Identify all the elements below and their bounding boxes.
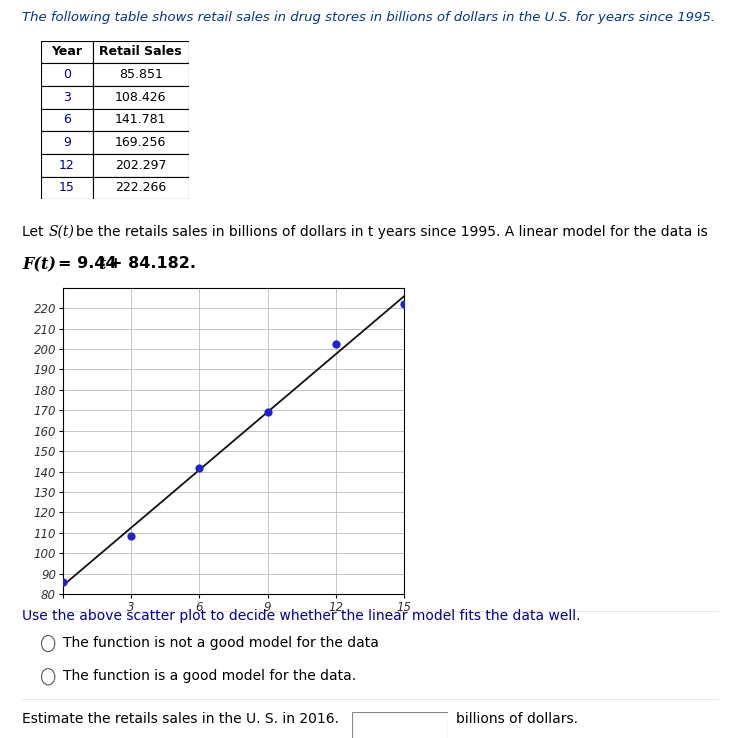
Text: 15: 15 bbox=[59, 182, 75, 194]
Text: 222.266: 222.266 bbox=[115, 182, 167, 194]
Text: The function is not a good model for the data: The function is not a good model for the… bbox=[63, 636, 379, 650]
Bar bbox=[41, 63, 93, 86]
Text: 12: 12 bbox=[59, 159, 75, 172]
Text: 169.256: 169.256 bbox=[115, 136, 167, 149]
Bar bbox=[93, 154, 189, 176]
Text: be the retails sales in billions of dollars in t years since 1995. A linear mode: be the retails sales in billions of doll… bbox=[76, 225, 708, 239]
Text: 108.426: 108.426 bbox=[115, 91, 167, 104]
Text: 141.781: 141.781 bbox=[115, 114, 167, 126]
Text: 202.297: 202.297 bbox=[115, 159, 167, 172]
Point bbox=[330, 339, 342, 351]
Bar bbox=[41, 131, 93, 154]
Bar bbox=[93, 131, 189, 154]
Bar bbox=[41, 86, 93, 108]
Text: Retail Sales: Retail Sales bbox=[99, 46, 182, 58]
Text: 9: 9 bbox=[63, 136, 70, 149]
Bar bbox=[41, 108, 93, 131]
Text: + 84.182.: + 84.182. bbox=[109, 256, 196, 271]
Text: 6: 6 bbox=[63, 114, 70, 126]
Text: Year: Year bbox=[51, 46, 82, 58]
Text: Use the above scatter plot to decide whether the linear model fits the data well: Use the above scatter plot to decide whe… bbox=[22, 609, 581, 623]
Bar bbox=[41, 154, 93, 176]
Bar bbox=[93, 108, 189, 131]
Text: 85.851: 85.851 bbox=[119, 68, 163, 81]
Text: billions of dollars.: billions of dollars. bbox=[456, 712, 578, 726]
Text: Let: Let bbox=[22, 225, 48, 239]
Text: S(t): S(t) bbox=[48, 225, 74, 239]
Text: = 9.44: = 9.44 bbox=[58, 256, 116, 271]
Point bbox=[398, 297, 410, 309]
Bar bbox=[93, 176, 189, 199]
Text: The function is a good model for the data.: The function is a good model for the dat… bbox=[63, 669, 356, 683]
Point bbox=[57, 576, 69, 588]
Text: t: t bbox=[99, 256, 106, 273]
Bar bbox=[93, 86, 189, 108]
Text: 0: 0 bbox=[63, 68, 70, 81]
Point bbox=[262, 406, 273, 418]
Point bbox=[125, 530, 137, 542]
Point bbox=[193, 462, 205, 474]
Bar bbox=[93, 63, 189, 86]
Text: F(t): F(t) bbox=[22, 256, 56, 273]
Bar bbox=[41, 41, 93, 63]
Text: 3: 3 bbox=[63, 91, 70, 104]
Text: The following table shows retail sales in drug stores in billions of dollars in : The following table shows retail sales i… bbox=[22, 11, 715, 24]
Bar bbox=[41, 176, 93, 199]
Bar bbox=[93, 41, 189, 63]
Text: Estimate the retails sales in the U. S. in 2016.: Estimate the retails sales in the U. S. … bbox=[22, 712, 339, 726]
